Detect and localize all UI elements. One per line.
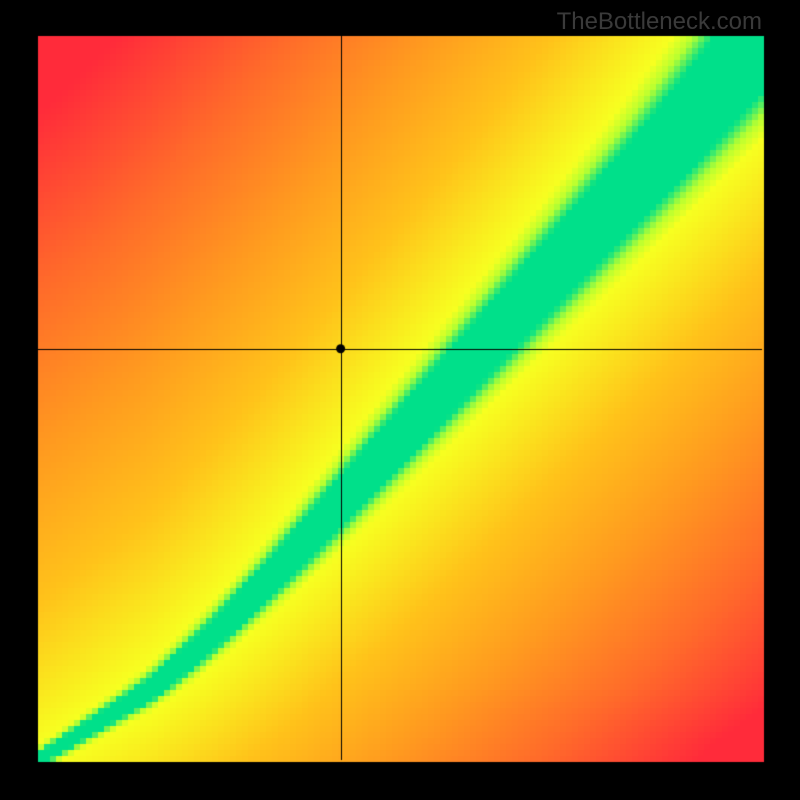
chart-container: TheBottleneck.com — [0, 0, 800, 800]
bottleneck-heatmap — [0, 0, 800, 800]
watermark-text: TheBottleneck.com — [557, 8, 762, 36]
